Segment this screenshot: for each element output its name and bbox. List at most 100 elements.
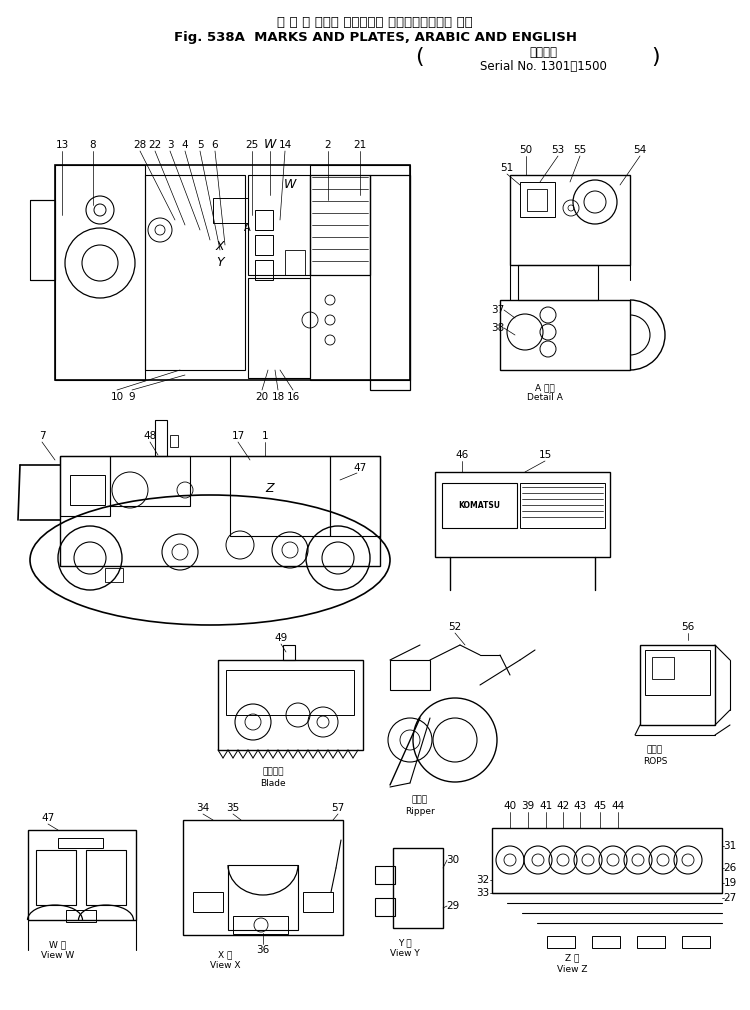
- Bar: [303, 892, 333, 912]
- Text: 8: 8: [90, 140, 96, 150]
- Bar: [370, 175, 410, 390]
- Text: Ripper: Ripper: [405, 808, 435, 816]
- Bar: [285, 250, 305, 275]
- Bar: [213, 198, 248, 223]
- Text: 5: 5: [196, 140, 203, 150]
- Bar: [255, 260, 273, 280]
- Bar: [492, 828, 722, 893]
- Text: 29: 29: [446, 901, 460, 911]
- Text: 48: 48: [143, 431, 157, 441]
- Bar: [652, 656, 674, 679]
- Bar: [310, 165, 410, 380]
- Text: 53: 53: [551, 145, 565, 155]
- Text: ロプス: ロプス: [647, 745, 663, 754]
- Bar: [637, 936, 665, 948]
- Text: 37: 37: [491, 305, 505, 315]
- Text: 17: 17: [231, 431, 244, 441]
- Text: 39: 39: [521, 801, 535, 811]
- Bar: [55, 165, 145, 380]
- Text: Z 視: Z 視: [565, 953, 579, 963]
- Text: KOMATSU: KOMATSU: [458, 502, 500, 510]
- Text: 16: 16: [286, 392, 299, 402]
- Text: 18: 18: [272, 392, 285, 402]
- Text: Y: Y: [216, 257, 223, 270]
- Text: 40: 40: [503, 801, 517, 811]
- Bar: [310, 175, 370, 275]
- Bar: [28, 830, 136, 920]
- Text: 35: 35: [226, 803, 240, 813]
- Text: 25: 25: [245, 140, 259, 150]
- Text: 31: 31: [723, 841, 736, 851]
- Text: Detail A: Detail A: [527, 394, 563, 403]
- Bar: [375, 866, 395, 884]
- Bar: [248, 278, 310, 378]
- Text: 54: 54: [633, 145, 646, 155]
- Bar: [510, 175, 630, 265]
- Text: X 視: X 視: [217, 950, 232, 960]
- Text: 14: 14: [278, 140, 292, 150]
- Bar: [520, 182, 555, 217]
- Bar: [255, 210, 273, 230]
- Text: W: W: [264, 138, 276, 152]
- Bar: [228, 865, 298, 930]
- Bar: [86, 850, 126, 905]
- Text: W 視: W 視: [50, 940, 67, 949]
- Bar: [248, 175, 310, 275]
- Text: 10: 10: [110, 392, 124, 402]
- Bar: [283, 645, 295, 660]
- Bar: [105, 568, 123, 582]
- Text: A: A: [244, 223, 250, 233]
- Bar: [60, 456, 110, 516]
- Bar: [527, 189, 547, 211]
- Text: View Y: View Y: [390, 949, 420, 958]
- Text: 55: 55: [573, 145, 586, 155]
- Bar: [390, 660, 430, 690]
- Text: 49: 49: [274, 633, 288, 643]
- Text: Fig. 538A  MARKS AND PLATES, ARABIC AND ENGLISH: Fig. 538A MARKS AND PLATES, ARABIC AND E…: [173, 31, 577, 44]
- Bar: [520, 483, 605, 528]
- Text: 20: 20: [256, 392, 268, 402]
- Text: 26: 26: [723, 863, 736, 873]
- Text: Z: Z: [266, 482, 274, 495]
- Bar: [66, 910, 96, 922]
- Bar: [226, 670, 354, 715]
- Bar: [255, 235, 273, 255]
- Bar: [500, 300, 630, 370]
- Bar: [640, 645, 715, 725]
- Text: 3: 3: [166, 140, 173, 150]
- Text: 22: 22: [148, 140, 162, 150]
- Bar: [36, 850, 76, 905]
- Text: リッパ: リッパ: [412, 796, 428, 805]
- Text: ROPS: ROPS: [643, 758, 668, 767]
- Bar: [645, 650, 710, 695]
- Text: 21: 21: [353, 140, 367, 150]
- Text: 2: 2: [325, 140, 332, 150]
- Text: 46: 46: [455, 450, 469, 460]
- Text: 44: 44: [611, 801, 625, 811]
- Text: 15: 15: [538, 450, 551, 460]
- Text: 9: 9: [129, 392, 135, 402]
- Bar: [193, 892, 223, 912]
- Text: 4: 4: [182, 140, 188, 150]
- Text: A 詳細: A 詳細: [536, 384, 555, 393]
- Bar: [145, 175, 245, 370]
- Text: 38: 38: [491, 323, 505, 333]
- Bar: [155, 420, 167, 456]
- Text: Y 視: Y 視: [398, 938, 412, 947]
- Bar: [547, 936, 575, 948]
- Text: 45: 45: [593, 801, 607, 811]
- Bar: [230, 456, 330, 536]
- Text: View W: View W: [41, 951, 74, 961]
- Text: 34: 34: [196, 803, 209, 813]
- Text: 27: 27: [723, 893, 736, 903]
- Text: 43: 43: [573, 801, 586, 811]
- Text: 1: 1: [262, 431, 268, 441]
- Text: 19: 19: [723, 878, 736, 888]
- Bar: [375, 898, 395, 916]
- Bar: [70, 475, 105, 505]
- Bar: [435, 472, 610, 557]
- Bar: [183, 820, 343, 935]
- Text: ): ): [651, 47, 660, 67]
- Bar: [55, 165, 410, 380]
- Text: 57: 57: [332, 803, 344, 813]
